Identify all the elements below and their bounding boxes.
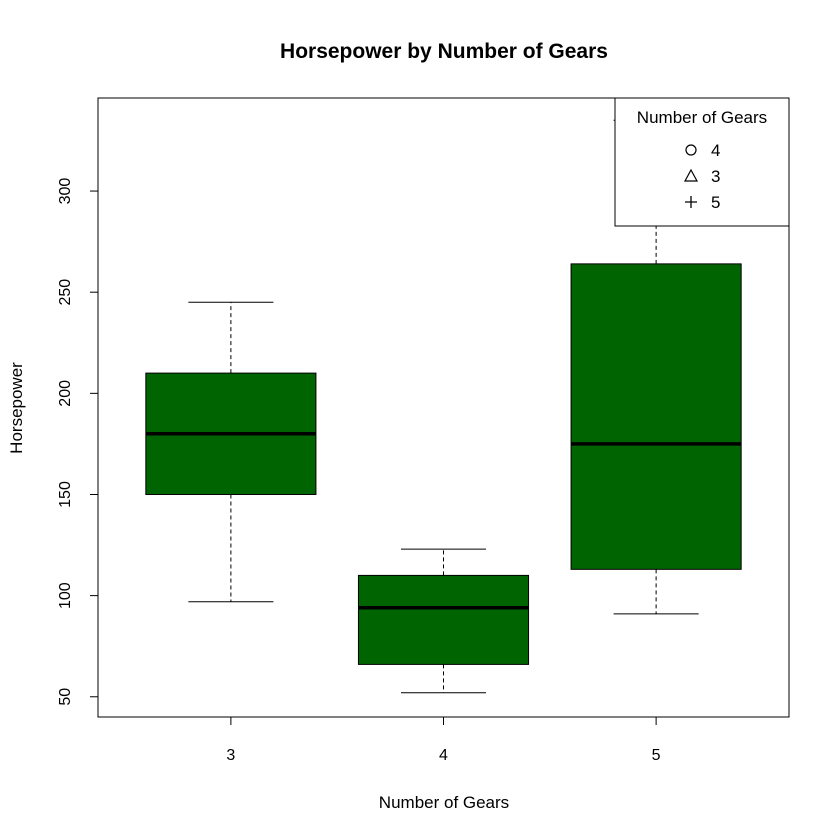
chart-title: Horsepower by Number of Gears (280, 40, 608, 63)
y-axis-label: Horsepower (7, 362, 26, 454)
circle-icon (685, 144, 697, 156)
y-tick-label: 250 (57, 279, 74, 306)
legend-title: Number of Gears (637, 108, 767, 127)
triangle-icon (683, 168, 699, 182)
legend-entry-5: 5 (685, 193, 720, 212)
box-3 (145, 301, 317, 603)
legend-box (614, 97, 790, 227)
legend: Number of Gears 4 3 5 (614, 97, 790, 227)
boxes-group (145, 119, 742, 694)
legend-label: 3 (711, 167, 720, 186)
box-4 (357, 548, 530, 694)
box-5 (570, 119, 742, 615)
x-tick-label: 5 (652, 747, 661, 764)
x-tick-label: 3 (226, 747, 235, 764)
legend-entry-3: 3 (683, 167, 720, 186)
plus-icon (685, 196, 697, 208)
y-axis: 50 100 150 200 250 300 (57, 178, 98, 706)
legend-entries: 4 3 5 (683, 141, 720, 212)
y-tick-label: 150 (57, 481, 74, 508)
y-tick-label: 100 (57, 582, 74, 609)
y-tick-label: 300 (57, 178, 74, 205)
x-tick-label: 4 (439, 747, 448, 764)
x-axis: 3 4 5 (226, 717, 661, 764)
y-tick-label: 200 (57, 380, 74, 407)
legend-entry-4: 4 (685, 141, 720, 160)
box-body (357, 574, 530, 665)
legend-label: 4 (711, 141, 720, 160)
x-axis-label: Number of Gears (379, 793, 509, 812)
y-tick-label: 50 (57, 688, 74, 706)
legend-label: 5 (711, 193, 720, 212)
box-body (570, 263, 742, 570)
